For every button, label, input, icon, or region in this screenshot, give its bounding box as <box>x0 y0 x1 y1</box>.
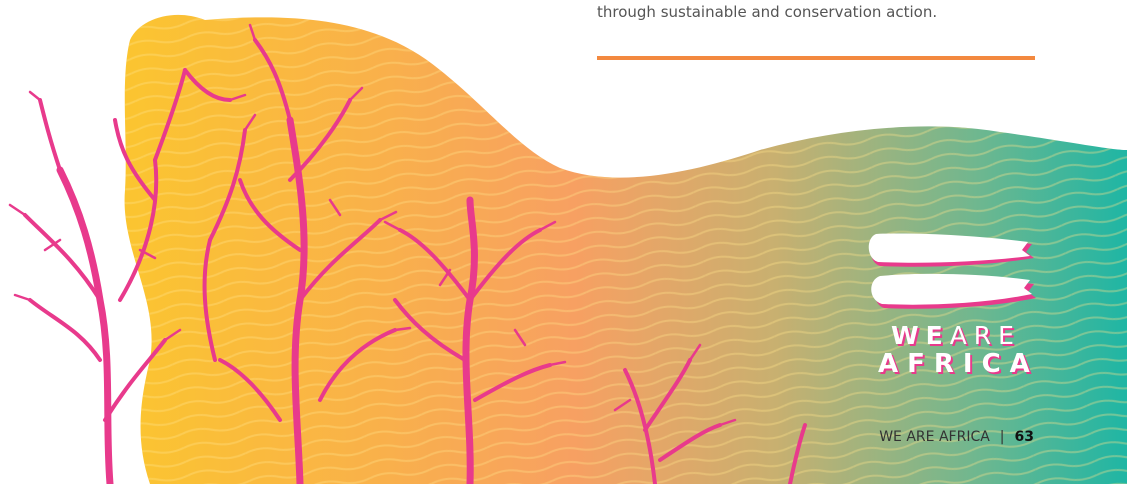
thorn-branches <box>8 23 807 484</box>
logo-word-africa: AFRICA <box>878 349 1039 379</box>
fingerprint-texture <box>124 14 1127 484</box>
footer-publication: WE ARE AFRICA <box>879 429 990 445</box>
logo-word-we: WE <box>891 321 950 350</box>
brush-stroke-icon <box>868 233 1036 309</box>
page-footer: WE ARE AFRICA | 63 <box>879 429 1034 445</box>
accent-rule <box>597 56 1035 60</box>
footer-separator: | <box>999 429 1005 445</box>
logo-word-are: ARE <box>949 321 1021 350</box>
we-are-africa-logo: WEARE AFRICA <box>866 232 1036 387</box>
logo-line-we-are: WEARE <box>878 321 1034 350</box>
page-number: 63 <box>1014 429 1034 445</box>
body-text-line: through sustainable and conservation act… <box>597 3 938 21</box>
